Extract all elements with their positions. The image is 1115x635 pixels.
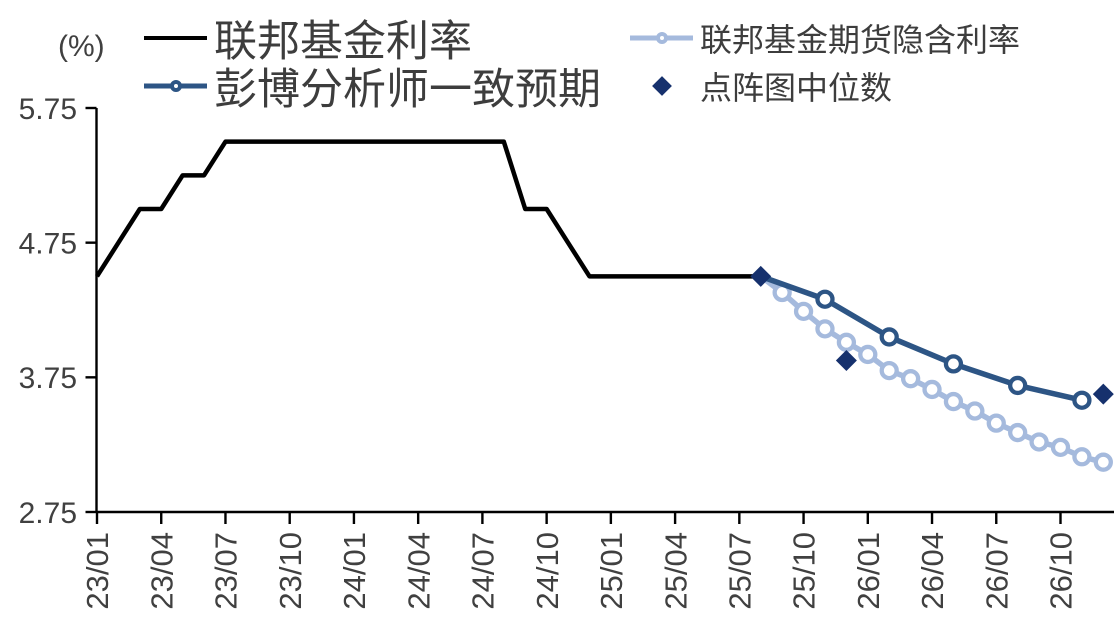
x-tick-label: 24/10 (530, 532, 565, 610)
consensus-line-marker (815, 289, 835, 309)
consensus-line-swatch (144, 61, 207, 111)
x-tick-label: 24/04 (401, 532, 436, 610)
y-tick-label: 2.75 (19, 497, 77, 530)
fed-funds-line-swatch (144, 13, 207, 63)
legend-label-dot-median: 点阵图中位数 (700, 70, 893, 106)
legend-item-dot-median: 点阵图中位数 (630, 61, 892, 111)
x-tick-label: 23/04 (144, 532, 179, 610)
fed-funds-line (95, 139, 761, 279)
futures-implied-line-marker (793, 301, 814, 321)
futures-implied-line-marker (986, 413, 1006, 433)
legend-item-fed-funds: 联邦基金利率 (144, 13, 472, 66)
dot-median-diamond-swatch (630, 61, 693, 111)
legend-label-fed-funds: 联邦基金利率 (214, 18, 472, 66)
x-tick-label: 25/01 (594, 532, 629, 610)
x-tick-label: 25/07 (722, 532, 757, 610)
futures-line-swatch (630, 13, 693, 63)
futures-implied-line-marker (1093, 452, 1113, 472)
consensus-line-marker (879, 327, 899, 347)
futures-implied-line-marker (922, 379, 942, 400)
consensus-line-marker (1072, 390, 1092, 410)
legend-item-futures: 联邦基金期货隐含利率 (630, 13, 1020, 63)
dot-plot-median-marker (1092, 383, 1114, 405)
x-tick-label: 26/04 (915, 532, 950, 610)
legend-label-consensus: 彭博分析师一致预期 (214, 66, 601, 114)
dot-plot-median-marker (750, 265, 772, 287)
x-tick-label: 23/07 (209, 532, 244, 610)
x-tick-label: 25/10 (787, 532, 822, 610)
futures-implied-line-marker (858, 344, 878, 365)
x-tick-label: 26/01 (851, 532, 886, 610)
futures-implied-line-marker (943, 391, 964, 412)
futures-implied-line-marker (1072, 447, 1092, 467)
consensus-line (759, 273, 1083, 403)
futures-implied-line-marker (815, 319, 835, 339)
consensus-line-marker (1008, 375, 1028, 396)
futures-implied-line-marker (900, 369, 921, 389)
x-tick-label: 25/04 (658, 532, 693, 610)
x-tick-label: 26/07 (979, 532, 1014, 610)
x-tick-label: 23/10 (273, 532, 308, 610)
legend-item-consensus: 彭博分析师一致预期 (144, 61, 601, 114)
y-axis-unit-label: (%) (58, 30, 105, 63)
y-tick-label: 5.75 (19, 93, 77, 126)
y-tick-label: 4.75 (19, 227, 77, 260)
futures-implied-line (759, 274, 1104, 465)
y-tick-label: 3.75 (19, 362, 77, 395)
futures-implied-line-marker (965, 401, 985, 421)
dot-plot-median-marker (835, 349, 857, 371)
x-tick-label: 26/10 (1044, 532, 1079, 610)
consensus-line-marker (943, 354, 964, 374)
futures-implied-line-marker (879, 360, 899, 381)
futures-implied-line-marker (1029, 432, 1049, 452)
futures-implied-line-marker (1050, 437, 1071, 458)
futures-implied-line-marker (1008, 422, 1028, 443)
x-tick-label: 24/01 (337, 532, 372, 610)
futures-implied-line-marker (836, 332, 857, 352)
legend-label-futures: 联邦基金期货隐含利率 (700, 22, 1021, 58)
x-tick-label: 24/07 (466, 532, 501, 610)
x-tick-label: 23/01 (80, 532, 115, 610)
